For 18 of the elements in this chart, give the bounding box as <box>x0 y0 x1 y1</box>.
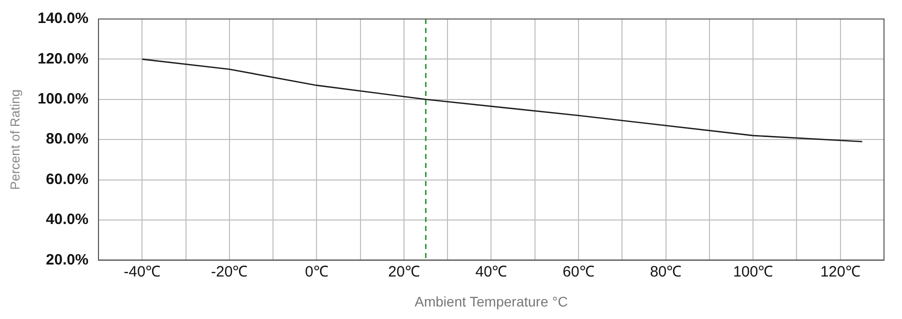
y-tick-label: 60.0% <box>46 170 88 188</box>
x-tick-label: 0℃ <box>305 263 328 280</box>
y-tick-label: 40.0% <box>46 211 88 228</box>
y-tick-label: 120.0% <box>38 50 88 68</box>
x-tick-label: -20℃ <box>211 263 248 280</box>
x-tick-label: 80℃ <box>650 263 682 280</box>
x-tick-label: 120℃ <box>820 263 860 280</box>
x-tick-label: -40℃ <box>124 263 160 280</box>
y-axis-title: Percent of Rating <box>7 89 22 190</box>
x-axis-title: Ambient Temperature °C <box>414 293 568 310</box>
x-tick-label: 40℃ <box>475 263 508 280</box>
x-tick-label: 20℃ <box>388 263 420 280</box>
y-tick-label: 20.0% <box>46 251 88 268</box>
y-tick-label: 80.0% <box>46 130 88 148</box>
x-tick-label: 100℃ <box>733 263 774 280</box>
y-tick-label: 140.0% <box>38 10 88 28</box>
y-tick-label: 100.0% <box>38 90 88 108</box>
x-tick-label: 60℃ <box>562 263 594 280</box>
